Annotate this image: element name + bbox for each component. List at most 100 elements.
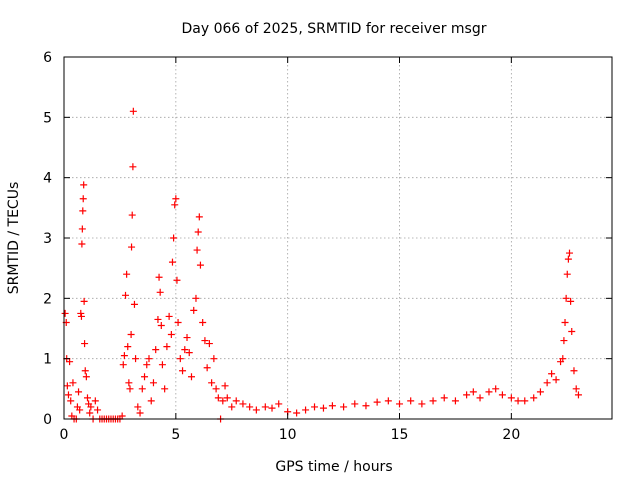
data-point (87, 403, 95, 411)
data-point (141, 373, 149, 381)
y-axis-label: SRMTID / TECUs (6, 182, 22, 295)
y-tick-label: 1 (43, 352, 52, 368)
data-point (158, 361, 166, 369)
data-point (559, 355, 567, 363)
data-point (492, 385, 500, 393)
data-point (152, 346, 160, 354)
data-point (195, 213, 203, 221)
data-point (232, 397, 240, 405)
data-point (574, 391, 582, 399)
data-point (179, 367, 187, 375)
data-point (566, 249, 574, 257)
data-point (157, 321, 165, 329)
y-tick-label: 6 (43, 50, 52, 66)
data-point (384, 397, 392, 405)
data-point (563, 270, 571, 278)
x-tick-label: 10 (279, 427, 297, 443)
data-point (161, 385, 169, 393)
data-point (61, 309, 69, 317)
x-axis-label: GPS time / hours (275, 459, 392, 475)
data-point (147, 397, 155, 405)
data-point (145, 355, 153, 363)
y-tick-label: 5 (43, 110, 52, 126)
data-point (351, 400, 359, 408)
data-point (396, 400, 404, 408)
data-point (77, 312, 85, 320)
data-point (239, 400, 247, 408)
data-point (183, 334, 191, 342)
data-point (156, 288, 164, 296)
data-point (463, 391, 471, 399)
y-tick-label: 0 (43, 412, 52, 428)
data-point (81, 367, 89, 375)
data-point (80, 181, 88, 189)
data-point (81, 340, 89, 348)
data-point (293, 409, 301, 417)
data-point (185, 349, 193, 357)
data-point (78, 240, 86, 248)
data-point (568, 328, 576, 336)
axis-ticks (63, 56, 612, 420)
data-point (154, 315, 162, 323)
data-point (171, 201, 179, 209)
data-point (223, 394, 231, 402)
data-points (61, 107, 582, 423)
data-point (451, 397, 459, 405)
data-point (149, 379, 157, 387)
data-point (564, 255, 572, 263)
data-point (530, 394, 538, 402)
data-point (129, 107, 137, 115)
data-point (136, 409, 144, 417)
x-tick-label: 5 (171, 427, 180, 443)
data-point (125, 379, 133, 387)
data-point (192, 294, 200, 302)
data-point (252, 406, 260, 414)
data-point (143, 361, 151, 369)
data-point (64, 391, 72, 399)
data-point (63, 382, 71, 390)
data-point (132, 355, 140, 363)
data-point (118, 412, 126, 420)
data-point (567, 297, 575, 305)
y-tick-label: 3 (43, 231, 52, 247)
data-point (76, 406, 84, 414)
data-point (78, 225, 86, 233)
data-point (429, 397, 437, 405)
x-tick-label: 20 (502, 427, 520, 443)
data-point (362, 402, 370, 410)
data-point (82, 373, 90, 381)
data-point (174, 318, 182, 326)
data-point (69, 379, 77, 387)
data-point (570, 367, 578, 375)
data-point (119, 361, 127, 369)
data-point (521, 397, 529, 405)
data-point (485, 388, 493, 396)
data-point (167, 331, 175, 339)
data-point (173, 276, 181, 284)
data-point (79, 207, 87, 215)
data-point (476, 394, 484, 402)
data-point (246, 403, 254, 411)
data-point (440, 394, 448, 402)
data-point (196, 261, 204, 269)
data-point (561, 318, 569, 326)
data-point (228, 403, 236, 411)
data-point (562, 294, 570, 302)
y-tick-label: 4 (43, 171, 52, 187)
data-point (572, 385, 580, 393)
data-point (311, 403, 319, 411)
data-point (194, 228, 202, 236)
x-tick-label: 0 (60, 427, 69, 443)
data-point (130, 300, 138, 308)
data-point (268, 404, 276, 412)
data-point (86, 409, 94, 417)
data-point (91, 397, 99, 405)
data-point (127, 331, 135, 339)
data-point (210, 355, 218, 363)
data-point (122, 291, 130, 299)
data-point (83, 394, 91, 402)
data-point (498, 391, 506, 399)
data-point (212, 385, 220, 393)
tick-labels: 0 5 10 15 20 0 1 2 3 4 5 6 (43, 50, 520, 443)
data-point (219, 397, 227, 405)
